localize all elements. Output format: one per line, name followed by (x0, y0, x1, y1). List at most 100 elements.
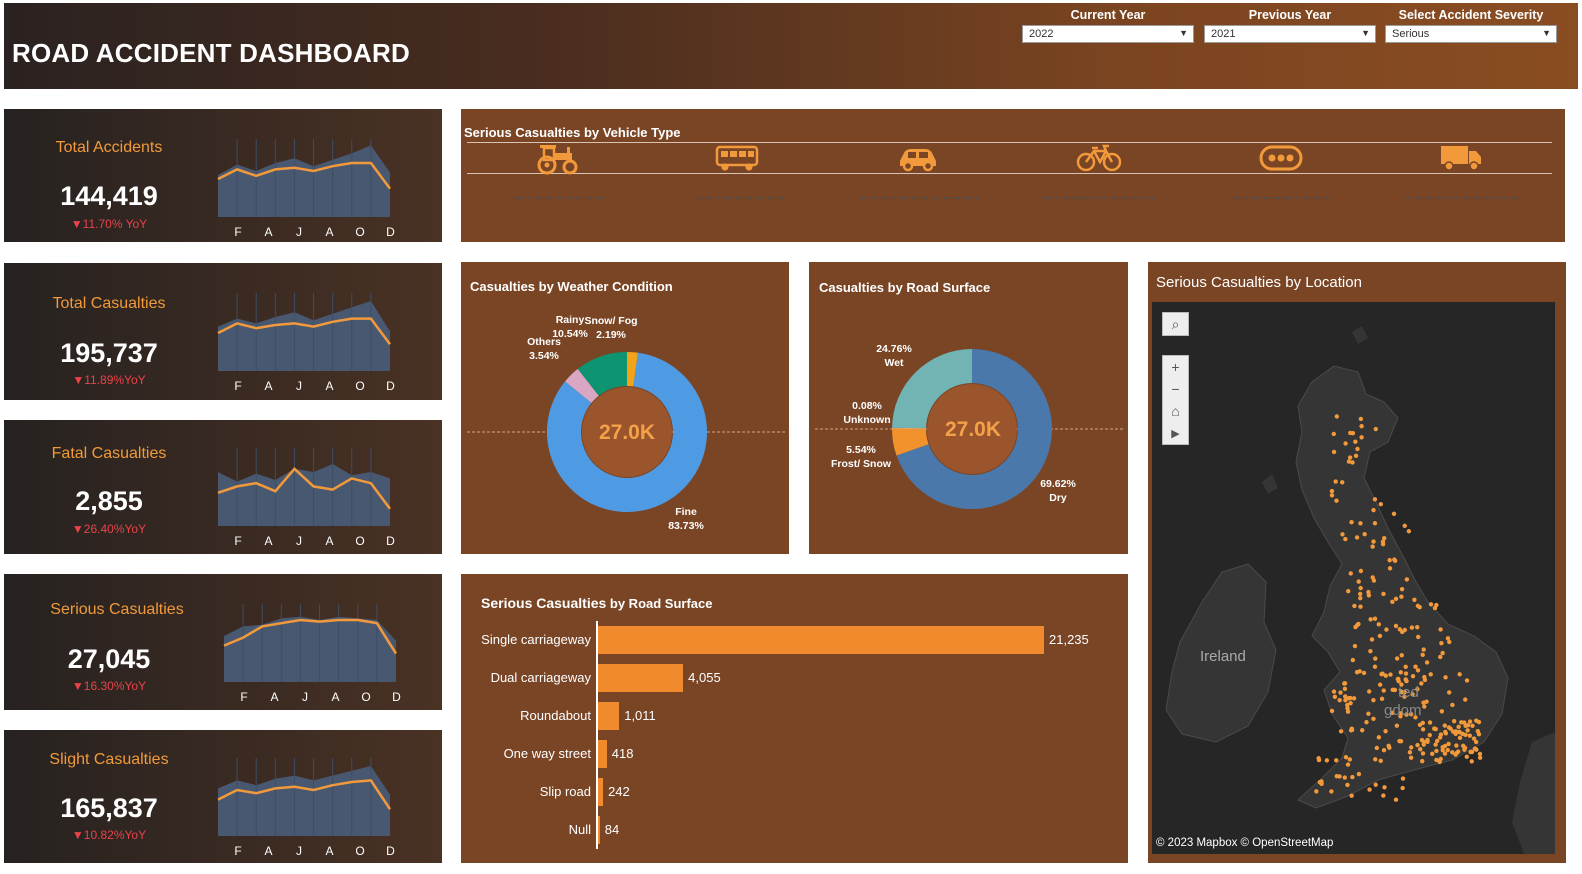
casualty-dot[interactable] (1349, 519, 1354, 525)
casualty-dot[interactable] (1351, 696, 1357, 701)
casualty-dot[interactable] (1417, 604, 1422, 610)
casualty-dot[interactable] (1398, 711, 1404, 716)
casualty-dot[interactable] (1427, 720, 1433, 725)
casualty-dot[interactable] (1462, 747, 1467, 752)
casualty-dot[interactable] (1373, 782, 1378, 787)
casualty-dot[interactable] (1422, 704, 1427, 709)
casualty-dot[interactable] (1400, 776, 1406, 781)
casualty-dot[interactable] (1381, 688, 1386, 693)
casualty-dot[interactable] (1376, 735, 1382, 740)
casualty-dot[interactable] (1358, 585, 1363, 591)
casualty-dot[interactable] (1413, 715, 1418, 720)
casualty-dot[interactable] (1332, 694, 1338, 699)
casualty-dot[interactable] (1393, 596, 1399, 601)
casualty-dot[interactable] (1331, 689, 1337, 694)
casualty-dot[interactable] (1446, 690, 1452, 695)
donut-slice-fine[interactable] (547, 352, 707, 512)
casualty-dot[interactable] (1471, 736, 1477, 741)
casualty-dot[interactable] (1432, 605, 1438, 611)
casualty-dot[interactable] (1347, 455, 1353, 460)
casualty-dot[interactable] (1373, 757, 1378, 762)
zoom-in-icon[interactable]: + (1171, 359, 1180, 375)
casualty-dot[interactable] (1346, 696, 1352, 701)
casualty-dot[interactable] (1346, 588, 1351, 594)
casualty-dot[interactable] (1334, 758, 1339, 763)
casualty-dot[interactable] (1400, 629, 1405, 635)
play-icon[interactable]: ▶ (1171, 427, 1180, 440)
casualty-dot[interactable] (1366, 689, 1372, 694)
casualty-dot[interactable] (1450, 702, 1455, 708)
casualty-dot[interactable] (1391, 511, 1397, 517)
casualty-dot[interactable] (1418, 746, 1423, 752)
casualty-dot[interactable] (1395, 676, 1401, 682)
casualty-dot[interactable] (1420, 720, 1426, 726)
casualty-dot[interactable] (1358, 416, 1364, 422)
casualty-dot[interactable] (1340, 532, 1345, 537)
casualty-dot[interactable] (1359, 424, 1364, 429)
casualty-dot[interactable] (1420, 751, 1426, 756)
casualty-dot[interactable] (1464, 678, 1470, 683)
casualty-dot[interactable] (1399, 682, 1404, 687)
casualty-dot[interactable] (1433, 742, 1438, 747)
casualty-dot[interactable] (1477, 751, 1483, 757)
casualty-dot[interactable] (1383, 673, 1388, 678)
casualty-dot[interactable] (1338, 729, 1344, 734)
uk-map[interactable]: Ireland ted gdom (1152, 302, 1555, 854)
casualty-dot[interactable] (1456, 724, 1461, 729)
casualty-dot[interactable] (1329, 789, 1334, 794)
casualty-dot[interactable] (1402, 694, 1407, 699)
casualty-dot[interactable] (1354, 670, 1360, 675)
casualty-dot[interactable] (1334, 414, 1340, 419)
casualty-dot[interactable] (1476, 719, 1482, 725)
casualty-dot[interactable] (1465, 723, 1471, 728)
casualty-dot[interactable] (1359, 435, 1364, 440)
donut-slice-frost-snow[interactable] (892, 428, 929, 456)
casualty-dot[interactable] (1377, 682, 1383, 687)
bar[interactable] (598, 740, 607, 768)
casualty-dot[interactable] (1424, 699, 1429, 704)
casualty-dot[interactable] (1355, 446, 1360, 452)
casualty-dot[interactable] (1390, 710, 1395, 715)
casualty-dot[interactable] (1438, 756, 1443, 762)
casualty-dot[interactable] (1368, 648, 1373, 654)
casualty-dot[interactable] (1368, 617, 1373, 622)
donut-slice-unknown[interactable] (892, 427, 927, 429)
casualty-dot[interactable] (1442, 723, 1448, 728)
casualty-dot[interactable] (1380, 542, 1386, 547)
casualty-dot[interactable] (1345, 782, 1350, 788)
casualty-dot[interactable] (1447, 639, 1452, 645)
casualty-dot[interactable] (1371, 507, 1376, 513)
casualty-dot[interactable] (1409, 625, 1415, 630)
donut-slice-rainy[interactable] (577, 352, 627, 396)
casualty-dot[interactable] (1345, 762, 1351, 767)
bar-row[interactable]: Slip road 242 (461, 778, 1128, 806)
casualty-dot[interactable] (1357, 591, 1363, 597)
casualty-dot[interactable] (1366, 711, 1371, 716)
casualty-dot[interactable] (1342, 681, 1347, 686)
casualty-dot[interactable] (1419, 681, 1424, 686)
casualty-dot[interactable] (1372, 497, 1378, 502)
casualty-dot[interactable] (1409, 745, 1414, 750)
casualty-dot[interactable] (1460, 731, 1465, 737)
casualty-dot[interactable] (1378, 758, 1383, 764)
casualty-dot[interactable] (1354, 535, 1360, 540)
bar[interactable] (598, 702, 620, 730)
casualty-dot[interactable] (1407, 750, 1413, 755)
casualty-dot[interactable] (1338, 690, 1343, 695)
donut-slice-others[interactable] (565, 368, 599, 403)
casualty-dot[interactable] (1434, 757, 1439, 763)
current-year-select[interactable]: 2022 ▼ (1022, 25, 1194, 43)
casualty-dot[interactable] (1358, 604, 1363, 609)
casualty-dot[interactable] (1356, 771, 1362, 777)
casualty-dot[interactable] (1340, 480, 1345, 485)
casualty-dot[interactable] (1457, 672, 1462, 677)
donut-slice-dry[interactable] (896, 349, 1052, 509)
casualty-dot[interactable] (1358, 521, 1363, 526)
casualty-dot[interactable] (1421, 647, 1426, 652)
casualty-dot[interactable] (1453, 752, 1458, 757)
casualty-dot[interactable] (1453, 731, 1458, 737)
casualty-dot[interactable] (1408, 755, 1414, 760)
bar[interactable] (598, 664, 684, 692)
casualty-dot[interactable] (1443, 729, 1448, 735)
casualty-dot[interactable] (1349, 726, 1354, 731)
